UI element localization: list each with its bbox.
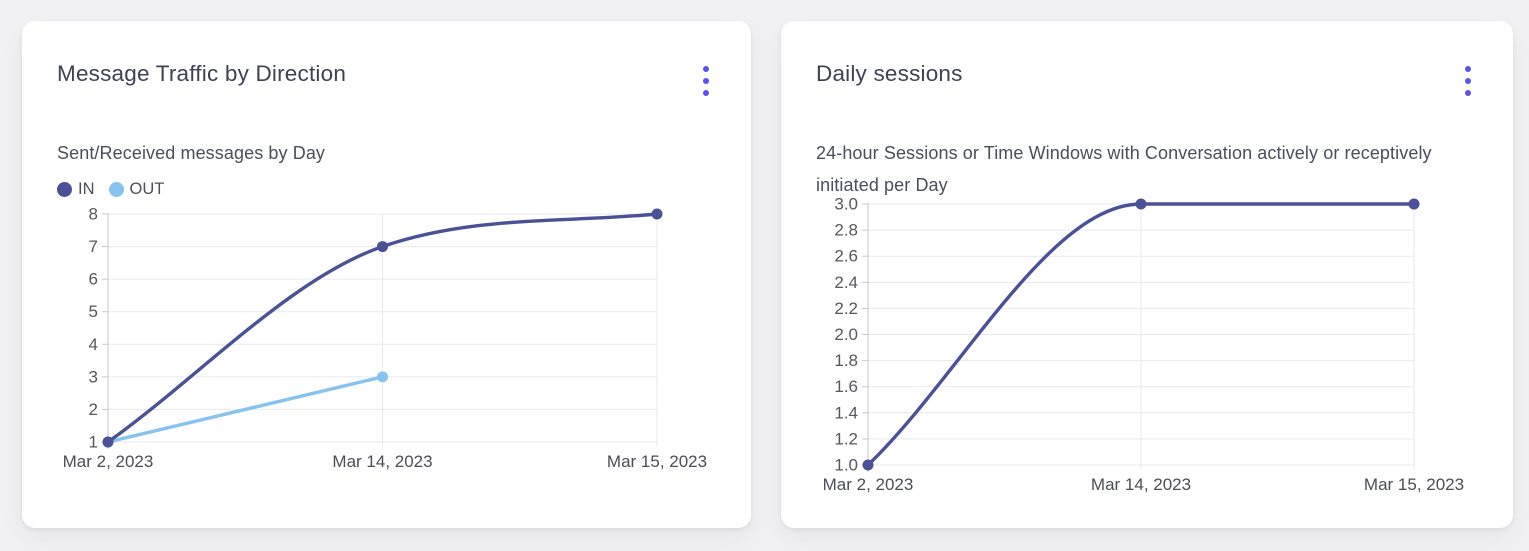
svg-text:2.8: 2.8: [834, 221, 858, 240]
svg-text:1.6: 1.6: [834, 377, 858, 396]
svg-text:1.0: 1.0: [834, 456, 858, 475]
svg-text:Mar 15, 2023: Mar 15, 2023: [607, 452, 707, 471]
card-header: Message Traffic by Direction: [57, 59, 717, 101]
svg-text:1.4: 1.4: [834, 403, 858, 422]
legend-dot-in: [57, 181, 72, 197]
svg-text:2: 2: [89, 400, 98, 419]
message-traffic-chart: 1 2 3 4 5 6 7 8 Mar 2, 2023 Mar 14, 2023 Mar 15, 2…: [63, 205, 707, 472]
card-daily-sessions: Daily sessions 24-hour Sessions or Time …: [781, 21, 1513, 528]
svg-text:1.8: 1.8: [834, 351, 858, 370]
legend-label-in: IN: [78, 179, 95, 198]
svg-text:2.6: 2.6: [834, 247, 858, 266]
legend-label-out: OUT: [129, 179, 165, 198]
svg-text:8: 8: [89, 205, 98, 224]
svg-text:2.0: 2.0: [834, 325, 858, 344]
card-header: Daily sessions: [816, 59, 1479, 101]
svg-text:Mar 14, 2023: Mar 14, 2023: [1091, 475, 1191, 494]
card-menu-button[interactable]: [695, 61, 717, 101]
legend-dot-out: [108, 181, 124, 197]
svg-text:3: 3: [89, 367, 98, 386]
svg-text:Mar 2, 2023: Mar 2, 2023: [823, 475, 914, 494]
svg-text:3.0: 3.0: [834, 195, 858, 214]
svg-text:Mar 15, 2023: Mar 15, 2023: [1364, 475, 1464, 494]
card-subtitle: 24-hour Sessions or Time Windows with Co…: [816, 143, 1432, 195]
svg-text:2.2: 2.2: [834, 299, 858, 318]
card-message-traffic: Message Traffic by Direction Sent/Receiv…: [22, 21, 751, 528]
chart-legend: IN OUT: [57, 178, 717, 200]
svg-text:4: 4: [89, 335, 98, 354]
card-title: Message Traffic by Direction: [57, 61, 347, 86]
card-title: Daily sessions: [816, 61, 963, 86]
legend-item-out[interactable]: OUT: [108, 179, 165, 199]
card-subtitle: Sent/Received messages by Day: [57, 143, 326, 163]
svg-text:Mar 2, 2023: Mar 2, 2023: [63, 452, 154, 471]
svg-text:6: 6: [89, 270, 98, 289]
svg-text:5: 5: [89, 302, 98, 321]
svg-text:2.4: 2.4: [834, 273, 858, 292]
svg-text:7: 7: [89, 237, 98, 256]
svg-text:1: 1: [89, 433, 98, 452]
svg-text:Mar 14, 2023: Mar 14, 2023: [332, 452, 432, 471]
kebab-menu-icon: [703, 66, 709, 96]
daily-sessions-chart: 1.0 1.2 1.4 1.6 1.8 2.0 2.2 2.4 2.6 2.8 3.0 Mar 2, …: [823, 195, 1464, 495]
card-menu-button[interactable]: [1457, 61, 1479, 101]
legend-item-in[interactable]: IN: [57, 180, 95, 199]
kebab-menu-icon: [1465, 66, 1471, 96]
svg-text:1.2: 1.2: [834, 429, 858, 448]
